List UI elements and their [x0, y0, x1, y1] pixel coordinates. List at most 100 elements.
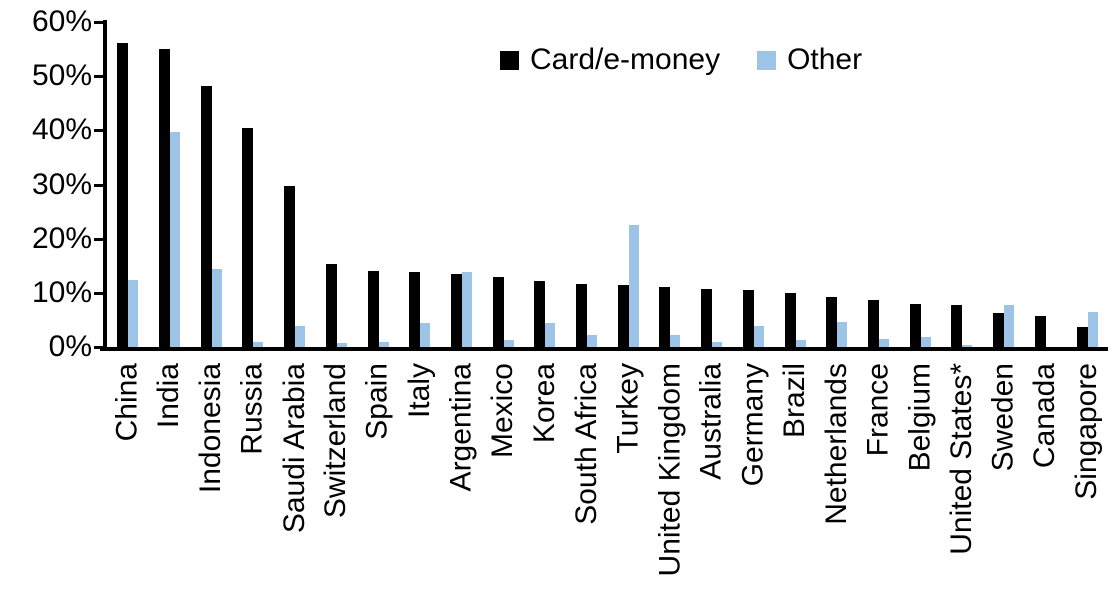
x-category-label-italy: Italy — [402, 363, 436, 419]
card-e-money-bar-australia — [701, 289, 713, 347]
card-e-money-bar-france — [868, 300, 879, 347]
y-tick-mark — [94, 129, 103, 132]
x-category-label-korea: Korea — [527, 363, 561, 444]
x-category-label-singapore: Singapore — [1070, 363, 1104, 500]
y-tick-label: 40% — [31, 113, 92, 146]
bar-group-brazil — [784, 22, 806, 347]
bar-group-china — [117, 22, 139, 347]
bar-group-sweden — [993, 22, 1015, 347]
bar-group-south-africa — [576, 22, 598, 347]
x-category-label-brazil: Brazil — [778, 363, 812, 439]
x-label-cell: Korea — [528, 355, 561, 594]
x-label-cell: Belgium — [903, 355, 936, 594]
x-label-cell: Australia — [695, 355, 728, 594]
card-e-money-bar-saudi-arabia — [284, 186, 296, 347]
x-label-cell: Saudi Arabia — [278, 355, 311, 594]
x-axis-line — [100, 347, 1108, 351]
card-e-money-bar-indonesia — [200, 86, 212, 347]
y-tick-label: 10% — [31, 276, 92, 309]
bar-group-mexico — [492, 22, 514, 347]
other-bar-china — [128, 280, 139, 347]
y-tick-label: 30% — [31, 168, 92, 201]
y-tick-mark — [94, 292, 103, 295]
other-bar-singapore — [1087, 312, 1098, 347]
x-category-label-belgium: Belgium — [903, 363, 937, 472]
legend-label-card-e-money: Card/e-money — [530, 43, 721, 76]
other-bar-korea — [545, 323, 556, 347]
x-category-label-australia: Australia — [694, 363, 728, 480]
x-category-label-india: India — [152, 363, 186, 429]
other-bar-united-kingdom — [670, 335, 681, 347]
other-bar-italy — [420, 323, 431, 347]
card-e-money-bar-sweden — [993, 313, 1005, 347]
bar-group-netherlands — [826, 22, 848, 347]
bar-group-turkey — [617, 22, 639, 347]
card-e-money-bar-united-states — [951, 305, 963, 347]
bar-group-germany — [742, 22, 764, 347]
x-label-cell: France — [862, 355, 895, 594]
other-bar-india — [170, 132, 181, 347]
x-label-cell: Mexico — [486, 355, 519, 594]
x-label-cell: Switzerland — [319, 355, 352, 594]
card-e-money-bar-russia — [242, 128, 254, 347]
y-tick-mark — [94, 75, 103, 78]
other-bar-germany — [753, 326, 764, 347]
x-category-label-germany: Germany — [736, 363, 770, 487]
y-tick-mark — [94, 21, 103, 24]
x-category-label-mexico: Mexico — [486, 363, 520, 459]
y-tick-mark — [94, 346, 103, 349]
card-e-money-bar-korea — [534, 281, 546, 347]
plot-area — [107, 22, 1108, 347]
x-label-cell: Turkey — [611, 355, 644, 594]
bar-group-united-kingdom — [659, 22, 681, 347]
card-e-money-bar-india — [159, 49, 171, 347]
bar-group-russia — [242, 22, 264, 347]
legend-swatch-card-e-money — [500, 50, 519, 70]
x-label-cell: Sweden — [987, 355, 1020, 594]
legend-item-other: Other — [757, 42, 862, 78]
x-category-label-russia: Russia — [235, 363, 269, 455]
bar-group-italy — [409, 22, 431, 347]
card-e-money-bar-brazil — [784, 293, 796, 347]
x-label-cell: Brazil — [778, 355, 811, 594]
x-category-label-south-africa: South Africa — [569, 363, 603, 525]
x-label-cell: Italy — [403, 355, 436, 594]
card-e-money-bar-netherlands — [826, 297, 838, 347]
other-bar-belgium — [920, 337, 931, 347]
card-e-money-bar-united-kingdom — [659, 287, 671, 347]
bar-group-korea — [534, 22, 556, 347]
card-e-money-bar-turkey — [617, 285, 629, 347]
bar-group-spain — [367, 22, 389, 347]
bar-group-argentina — [450, 22, 472, 347]
y-axis-line — [103, 20, 107, 351]
bar-group-singapore — [1076, 22, 1098, 347]
other-bar-argentina — [461, 272, 472, 347]
card-e-money-bar-canada — [1034, 316, 1046, 347]
x-label-cell: United States* — [945, 355, 978, 594]
x-label-cell: Netherlands — [820, 355, 853, 594]
x-label-cell: Indonesia — [194, 355, 227, 594]
x-label-cell: United Kingdom — [653, 355, 686, 594]
card-e-money-bar-germany — [742, 290, 754, 347]
x-category-label-canada: Canada — [1028, 363, 1062, 469]
bar-group-canada — [1034, 22, 1056, 347]
x-label-cell: China — [111, 355, 144, 594]
bar-group-switzerland — [325, 22, 347, 347]
other-bar-australia — [712, 342, 723, 347]
other-bar-mexico — [503, 340, 514, 347]
card-e-money-bar-singapore — [1076, 327, 1088, 347]
card-e-money-bar-south-africa — [576, 284, 588, 347]
x-axis-labels: China India Indonesia Russia Saudi Arabia Swi… — [107, 355, 1108, 594]
x-category-label-switzerland: Switzerland — [319, 363, 353, 519]
y-tick-label: 20% — [31, 222, 92, 255]
card-e-money-bar-china — [117, 43, 129, 347]
x-category-label-turkey: Turkey — [611, 363, 645, 454]
other-bar-indonesia — [211, 269, 222, 347]
x-category-label-spain: Spain — [361, 363, 395, 440]
x-label-cell: Germany — [736, 355, 769, 594]
x-label-cell: Argentina — [444, 355, 477, 594]
x-category-label-china: China — [110, 363, 144, 442]
card-e-money-bar-spain — [367, 271, 379, 347]
x-label-cell: Russia — [236, 355, 269, 594]
